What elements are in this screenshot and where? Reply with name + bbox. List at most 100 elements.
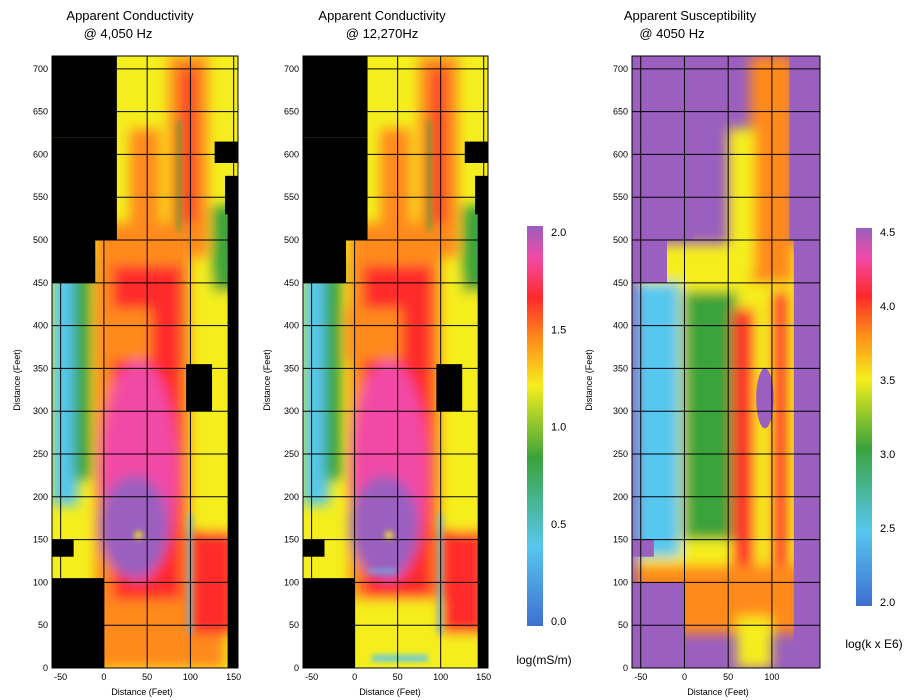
panel-1: Apparent Conductivity @ 4,050 Hz -50 0 50 1… <box>12 8 241 697</box>
y-tick-label: 250 <box>33 449 48 459</box>
panel-3-title-line1: Apparent Susceptibility <box>624 8 757 23</box>
mask-rect <box>52 56 117 138</box>
x-tick-label: 0 <box>101 672 106 682</box>
colorbar-conductivity-gradient <box>527 226 543 626</box>
colorbar-tick-label: 0.5 <box>551 519 566 531</box>
panel-1-axes: -50 0 50 100 150 0 50 100 150 200 250 300 350 400 450 5… <box>33 55 241 682</box>
x-tick-label: 0 <box>352 672 357 682</box>
colorbar-conductivity: 0.0 0.5 1.0 1.5 2.0 log(mS/m) <box>516 226 572 667</box>
field-fine <box>756 368 774 429</box>
colorbar-susceptibility-ticks: 2.0 2.5 3.0 3.5 4.0 4.5 <box>880 227 895 609</box>
grid <box>303 56 488 668</box>
y-tick-label: 700 <box>33 64 48 74</box>
panel-1-heatmap <box>52 56 238 668</box>
mask-rect <box>303 56 368 138</box>
mask-rect <box>311 240 347 283</box>
x-tick-label: -50 <box>305 672 318 682</box>
y-tick-label: 50 <box>38 620 48 630</box>
y-tick-label: 200 <box>33 492 48 502</box>
y-tick-label: 150 <box>613 535 628 545</box>
y-tick-label: 250 <box>613 449 628 459</box>
y-tick-label: 350 <box>613 363 628 373</box>
y-tick-label: 300 <box>33 406 48 416</box>
y-tick-label: 0 <box>623 663 628 673</box>
mask-rect <box>303 240 312 283</box>
colorbar-tick-label: 2.5 <box>880 523 895 535</box>
x-tick-label: 100 <box>764 672 779 682</box>
y-tick-label: 550 <box>613 192 628 202</box>
y-tick-label: 0 <box>43 663 48 673</box>
colorbar-conductivity-ticks: 0.0 0.5 1.0 1.5 2.0 <box>551 227 566 628</box>
y-tick-label: 400 <box>284 321 299 331</box>
y-tick-label: 150 <box>33 535 48 545</box>
x-tick-label: 50 <box>393 672 403 682</box>
panel-3-heatmap <box>632 56 820 668</box>
colorbar-tick-label: 3.5 <box>880 375 895 387</box>
mask-rect <box>464 141 488 163</box>
y-tick-label: 650 <box>33 107 48 117</box>
panel-2-title-line1: Apparent Conductivity <box>318 8 446 23</box>
colorbar-tick-label: 2.0 <box>880 597 895 609</box>
y-tick-label: 500 <box>613 235 628 245</box>
mask-rect <box>214 141 238 163</box>
anomaly-ellipse <box>756 368 774 429</box>
mask-rect <box>303 578 355 668</box>
mask-rect <box>60 240 96 283</box>
panel-2-xlabel: Distance (Feet) <box>359 687 421 697</box>
y-tick-label: 150 <box>284 535 299 545</box>
panel-2: Apparent Conductivity @ 12,270Hz -50 0 50 1… <box>262 8 491 697</box>
colorbar-tick-label: 4.5 <box>880 227 895 239</box>
y-tick-label: 50 <box>618 620 628 630</box>
y-tick-label: 100 <box>613 577 628 587</box>
y-tick-label: 600 <box>33 149 48 159</box>
heatmap-field <box>632 56 820 668</box>
panel-2-heatmap <box>303 56 488 668</box>
y-tick-label: 50 <box>289 620 299 630</box>
x-tick-label: 0 <box>682 672 687 682</box>
y-tick-label: 200 <box>284 492 299 502</box>
y-tick-label: 450 <box>613 278 628 288</box>
x-tick-label: -50 <box>634 672 647 682</box>
y-tick-label: 700 <box>613 64 628 74</box>
panel-3: Apparent Susceptibility @ 4050 Hz -50 0 50… <box>584 8 821 697</box>
y-tick-label: 100 <box>33 577 48 587</box>
heatmap-field <box>52 56 238 668</box>
panel-3-title-line2: @ 4050 Hz <box>639 26 704 41</box>
panel-2-axes: -50 0 50 100 150 0 50 100 150 200 250 300 350 400 450 5… <box>284 55 491 682</box>
x-tick-label: 150 <box>476 672 491 682</box>
mask-rect <box>227 180 238 668</box>
y-tick-label: 700 <box>284 64 299 74</box>
y-tick-label: 400 <box>33 321 48 331</box>
y-tick-label: 200 <box>613 492 628 502</box>
heatmap-field <box>303 56 488 668</box>
panel-3-ylabel: Distance (Feet) <box>584 349 594 411</box>
panel-2-ylabel: Distance (Feet) <box>262 349 272 411</box>
colorbar-susceptibility-unit: log(k x E6) <box>845 637 902 651</box>
grid <box>632 56 820 668</box>
mask-rect <box>475 175 488 215</box>
panel-2-title-line2: @ 12,270Hz <box>346 26 418 41</box>
y-tick-label: 0 <box>294 663 299 673</box>
x-tick-label: 50 <box>142 672 152 682</box>
field-blobs <box>636 56 807 668</box>
x-tick-label: 100 <box>433 672 448 682</box>
plot-frame <box>51 55 239 669</box>
field-fine <box>134 120 192 634</box>
y-tick-label: 650 <box>613 107 628 117</box>
mask-rect <box>52 137 117 241</box>
colorbar-susceptibility: 2.0 2.5 3.0 3.5 4.0 4.5 log(k x E6) <box>845 227 902 651</box>
mask-rect <box>52 539 74 557</box>
plot-frame <box>302 55 489 669</box>
y-tick-label: 100 <box>284 577 299 587</box>
mask-rect <box>303 137 368 241</box>
panel-1-xlabel: Distance (Feet) <box>111 687 173 697</box>
mask-rect <box>52 240 61 283</box>
y-tick-label: 300 <box>284 406 299 416</box>
y-tick-label: 500 <box>284 235 299 245</box>
y-tick-label: 500 <box>33 235 48 245</box>
colorbar-tick-label: 4.0 <box>880 301 895 313</box>
colorbar-tick-label: 1.0 <box>551 422 566 434</box>
panel-3-axes: -50 0 50 100 0 50 100 150 200 250 300 350 400 450 500 5… <box>613 55 821 682</box>
x-tick-label: 50 <box>723 672 733 682</box>
panel-3-xlabel: Distance (Feet) <box>687 687 749 697</box>
